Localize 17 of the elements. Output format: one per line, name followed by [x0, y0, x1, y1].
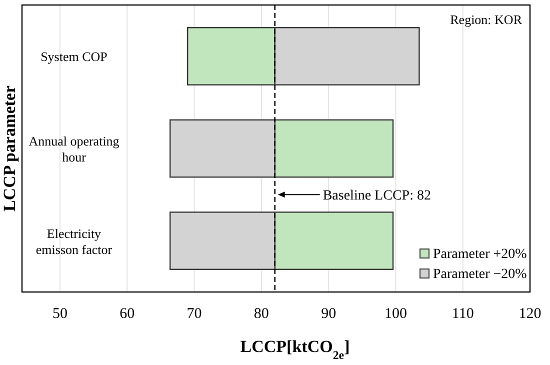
x-tick-label: 120: [518, 306, 542, 322]
x-axis-title: LCCP[ktCO$_{2e}$]: [240, 337, 350, 362]
y-tick-label: Electricity emisson factor: [36, 226, 113, 257]
y-axis-title: LCCP parameter: [0, 85, 19, 212]
legend-label: Parameter +20%: [433, 247, 528, 262]
x-tick-label: 110: [452, 306, 474, 322]
ref-line-label: Baseline LCCP: 82: [322, 188, 431, 204]
x-tick-label: 100: [384, 306, 407, 322]
x-tick-label: 50: [52, 306, 68, 322]
legend-label: Parameter −20%: [433, 267, 528, 282]
x-tick-label: 80: [254, 306, 269, 322]
x-tick-label: 90: [321, 306, 336, 322]
y-tick-label: Annual operating hour: [28, 134, 120, 164]
annotation: Region: KOR: [450, 12, 522, 27]
x-tick-label: 60: [120, 306, 135, 322]
x-tick-label: 70: [186, 306, 202, 322]
y-tick-label: System COP: [40, 49, 108, 64]
